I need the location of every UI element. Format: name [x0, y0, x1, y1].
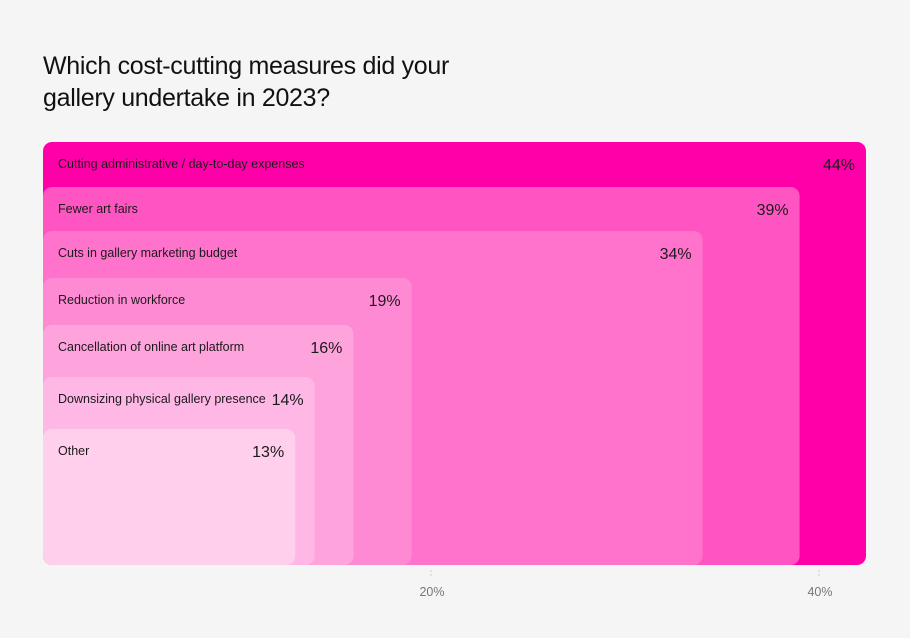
bar-value-label: 34% [660, 246, 692, 263]
bar-label: Cancellation of online art platform [58, 340, 244, 354]
x-tick-label: 20% [419, 585, 444, 599]
bar-label: Downsizing physical gallery presence [58, 392, 266, 406]
bar-label: Other [58, 444, 89, 458]
bar-value-label: 16% [310, 340, 342, 357]
bar-value-label: 19% [369, 293, 401, 310]
bar-value-label: 44% [823, 157, 855, 174]
bar-label: Reduction in workforce [58, 293, 185, 307]
bar-label: Cuts in gallery marketing budget [58, 246, 238, 260]
bar-value-label: 14% [272, 392, 304, 409]
bar [43, 429, 296, 565]
bar-label: Fewer art fairs [58, 202, 138, 216]
bar-value-label: 39% [757, 202, 789, 219]
chart-title: Which cost-cutting measures did your gal… [43, 52, 450, 112]
x-tick-label: 40% [807, 585, 832, 599]
bar-value-label: 13% [252, 444, 284, 461]
bar-label: Cutting administrative / day-to-day expe… [58, 157, 305, 171]
